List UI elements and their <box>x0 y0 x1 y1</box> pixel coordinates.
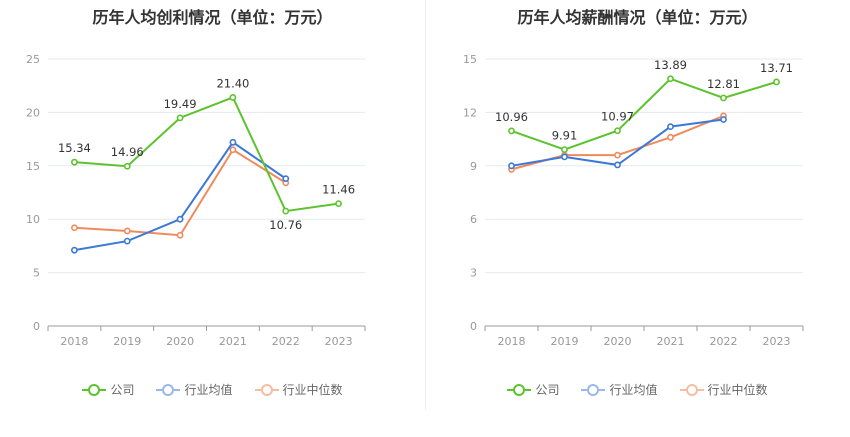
x-tick-label: 2018 <box>498 335 526 348</box>
data-label: 10.96 <box>495 110 528 124</box>
data-point <box>614 151 621 159</box>
legend-label: 行业均值 <box>609 383 658 397</box>
data-label: 21.40 <box>216 76 249 90</box>
legend-item-company[interactable]: 公司 <box>82 381 134 398</box>
x-tick-label: 2020 <box>604 335 632 348</box>
y-tick-label: 0 <box>33 320 40 333</box>
data-point <box>614 127 621 135</box>
chart-panel-profit: 历年人均创利情况（单位：万元） 0 5 10 15 20 25 2018 2019 2020 20… <box>0 8 425 398</box>
x-tick-label: 2020 <box>166 335 194 348</box>
data-point <box>614 161 621 169</box>
y-tick-label: 25 <box>26 53 40 66</box>
data-label: 14.96 <box>111 145 144 159</box>
y-tick-label: 15 <box>26 160 40 173</box>
legend-label: 行业中位数 <box>707 383 768 397</box>
data-point <box>720 116 727 123</box>
data-point <box>667 123 674 131</box>
data-point <box>720 94 727 102</box>
y-tick-label: 0 <box>470 320 477 333</box>
legend-swatch-industry-median <box>254 383 279 396</box>
legend-item-industry-mean[interactable]: 行业均值 <box>581 381 658 398</box>
x-tick-label: 2022 <box>272 335 300 348</box>
legend-swatch-industry-mean <box>581 383 606 396</box>
data-label: 19.49 <box>164 97 197 111</box>
x-tick-label: 2019 <box>551 335 579 348</box>
data-label: 13.71 <box>760 61 793 75</box>
legend-item-industry-median[interactable]: 行业中位数 <box>254 381 343 398</box>
panel-divider <box>425 0 426 410</box>
data-point <box>335 200 342 208</box>
y-tick-label: 9 <box>470 160 477 173</box>
chart-title: 历年人均薪酬情况（单位：万元） <box>517 8 758 27</box>
y-tick-label: 3 <box>470 267 477 280</box>
x-tick-label: 2021 <box>657 335 685 348</box>
data-point <box>123 227 131 235</box>
data-label: 11.46 <box>322 183 355 197</box>
legend-item-industry-mean[interactable]: 行业均值 <box>156 381 233 398</box>
data-point <box>229 146 237 154</box>
data-label: 13.89 <box>654 58 687 72</box>
x-tick-label: 2022 <box>710 335 738 348</box>
x-tick-label: 2023 <box>763 335 791 348</box>
data-point <box>667 133 674 141</box>
data-point <box>282 207 290 215</box>
data-point <box>282 175 290 183</box>
data-point <box>71 158 78 166</box>
legend-swatch-company <box>507 383 532 396</box>
y-tick-label: 10 <box>26 213 40 226</box>
y-tick-label: 20 <box>26 106 40 119</box>
legend: 公司 行业均值 行业中位数 <box>425 381 850 398</box>
y-tick-label: 6 <box>470 213 477 226</box>
chart-title: 历年人均创利情况（单位：万元） <box>92 8 333 27</box>
data-point <box>123 237 131 245</box>
legend-label: 行业中位数 <box>282 383 343 397</box>
series-line <box>74 96 339 213</box>
data-point <box>71 246 78 254</box>
legend-item-company[interactable]: 公司 <box>507 381 559 398</box>
data-point <box>229 94 237 101</box>
x-tick-label: 2019 <box>113 335 141 348</box>
data-point <box>773 78 780 86</box>
data-label: 9.91 <box>552 129 578 143</box>
series-line <box>511 77 777 151</box>
data-point <box>667 75 674 83</box>
legend: 公司 行业均值 行业中位数 <box>0 381 425 398</box>
data-point <box>561 146 568 154</box>
data-label: 12.81 <box>707 77 740 91</box>
data-point <box>508 162 515 170</box>
data-point <box>176 231 184 239</box>
data-point <box>229 138 237 146</box>
legend-swatch-company <box>82 383 107 396</box>
data-point <box>176 215 184 223</box>
legend-label: 公司 <box>110 383 135 397</box>
data-point <box>508 127 515 135</box>
legend-label: 行业均值 <box>184 383 233 397</box>
y-tick-label: 5 <box>33 267 40 280</box>
x-tick-label: 2018 <box>60 335 88 348</box>
legend-swatch-industry-mean <box>156 383 181 396</box>
line-chart-profit: 0 5 10 15 20 25 2018 2019 2020 2021 2022 2023 15.34 1… <box>26 53 366 348</box>
data-label: 15.34 <box>58 141 91 155</box>
legend-label: 公司 <box>535 383 560 397</box>
line-chart-salary: 0 3 6 9 12 15 2018 2019 2020 2021 2022 2023 10.96 9.9… <box>463 53 804 348</box>
data-point <box>176 114 184 122</box>
data-label: 10.76 <box>269 218 302 232</box>
x-tick-label: 2021 <box>219 335 247 348</box>
x-tick-label: 2023 <box>325 335 353 348</box>
data-point <box>561 153 568 161</box>
y-tick-label: 15 <box>463 53 477 66</box>
data-label: 10.97 <box>601 110 634 124</box>
legend-swatch-industry-median <box>679 383 704 396</box>
legend-item-industry-median[interactable]: 行业中位数 <box>679 381 768 398</box>
data-point <box>123 162 131 170</box>
data-point <box>71 224 78 232</box>
y-tick-label: 12 <box>463 106 477 119</box>
chart-panel-salary: 历年人均薪酬情况（单位：万元） 0 3 6 9 12 15 2018 2019 2020 2021… <box>425 0 850 437</box>
